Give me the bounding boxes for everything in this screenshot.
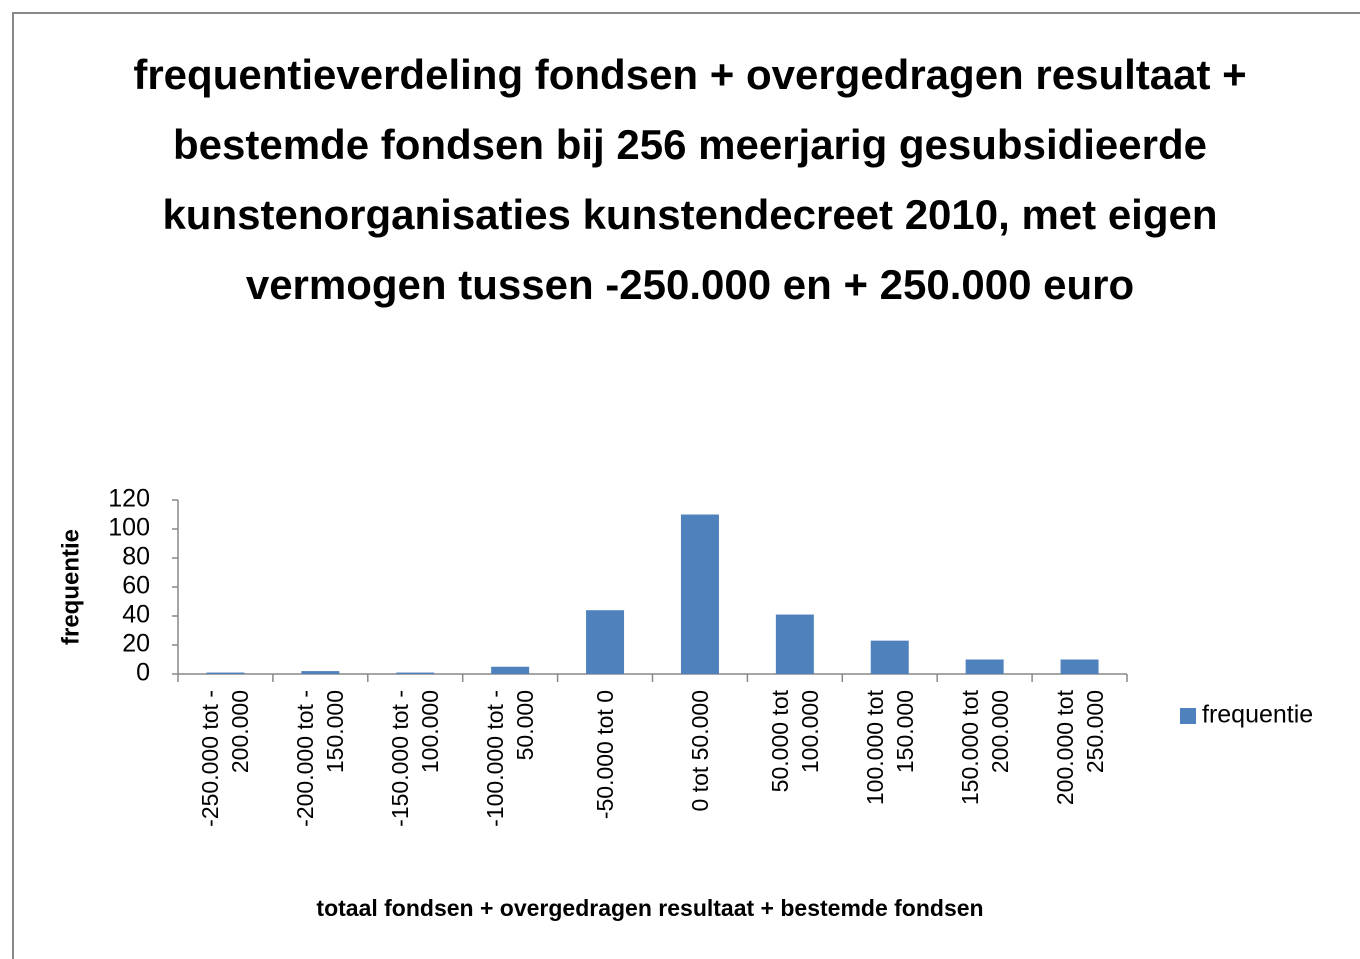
bar [1060, 659, 1099, 674]
y-tick-label: 80 [122, 543, 150, 571]
bar [870, 640, 909, 674]
bar [775, 614, 814, 674]
y-tick-label: 20 [122, 630, 150, 658]
x-tick-label: -200.000 tot - 150.000 [292, 690, 349, 827]
chart-title: frequentieverdeling fondsen + overgedrag… [133, 51, 1247, 308]
y-tick-label: 120 [108, 485, 150, 513]
bar [680, 514, 719, 674]
y-tick-label: 60 [122, 572, 150, 600]
x-tick-label: -250.000 tot - 200.000 [197, 690, 254, 827]
x-tick-label: 100.000 tot 150.000 [861, 690, 918, 806]
bar [965, 659, 1004, 674]
frame [12, 12, 1360, 959]
bar [586, 610, 625, 674]
x-tick-label: 200.000 tot 250.000 [1051, 690, 1108, 806]
x-tick-label: -50.000 tot 0 [592, 690, 619, 820]
bar [206, 672, 245, 674]
y-axis-label: frequentie [57, 529, 84, 645]
x-tick-label: 150.000 tot 200.000 [956, 690, 1013, 806]
x-tick-label: 50.000 tot 100.000 [766, 690, 823, 793]
legend-label: frequentie [1202, 701, 1313, 729]
x-tick-label: 0 tot 50.000 [686, 690, 713, 812]
bar [396, 672, 435, 674]
y-tick-label: 0 [136, 659, 150, 687]
bar [301, 671, 340, 674]
legend-swatch [1180, 708, 1196, 724]
y-tick-label: 100 [108, 514, 150, 542]
bar [491, 666, 530, 674]
x-axis-label: totaal fondsen + overgedragen resultaat … [316, 895, 983, 921]
x-tick-label: -100.000 tot - 50.000 [482, 690, 539, 827]
y-tick-label: 40 [122, 601, 150, 629]
x-tick-label: -150.000 tot - 100.000 [387, 690, 444, 827]
